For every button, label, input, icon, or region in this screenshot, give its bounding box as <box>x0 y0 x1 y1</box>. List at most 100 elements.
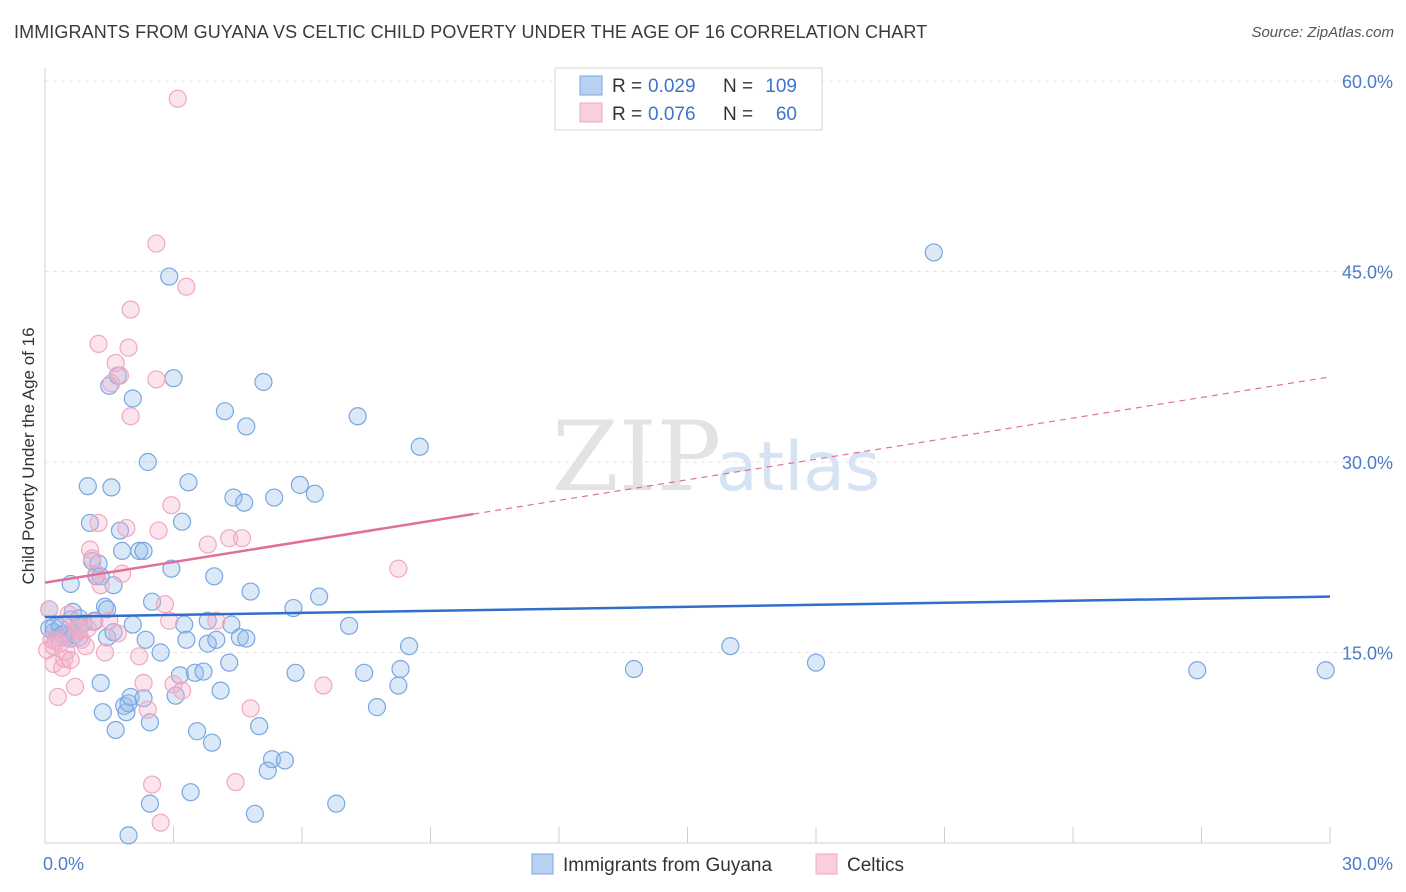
celtics-point <box>314 676 333 695</box>
immigrants-point <box>275 751 294 770</box>
watermark-atlas: atlas <box>716 428 880 507</box>
bottom-legend: Immigrants from Guyana Celtics <box>531 853 904 876</box>
immigrants-point <box>207 630 226 649</box>
legend-swatch-celtics <box>579 102 603 123</box>
legend-r-value-2: 0.076 <box>648 104 696 125</box>
immigrants-point <box>211 681 230 700</box>
celtics-point <box>130 647 149 666</box>
legend-n-label-1: N = <box>723 76 753 97</box>
celtics-point <box>61 651 80 670</box>
immigrants-point <box>262 750 282 769</box>
y-axis-tick-labels: 15.0% 30.0% 45.0% 60.0% <box>1342 72 1393 664</box>
legend-r-label-2: R = <box>612 104 642 125</box>
immigrants-point <box>123 389 142 408</box>
immigrants-point <box>102 478 121 497</box>
immigrants-point <box>202 733 222 752</box>
immigrants-point <box>164 369 183 388</box>
immigrants-point <box>235 493 254 512</box>
y-tick-label-60: 60.0% <box>1342 72 1393 92</box>
y-tick-label-15: 15.0% <box>1342 644 1393 664</box>
immigrants-point <box>130 541 149 561</box>
x-axis-ticks <box>44 827 1331 843</box>
immigrants-point <box>134 689 153 708</box>
immigrants-point <box>91 673 110 693</box>
immigrants-point <box>181 783 200 802</box>
immigrants-point <box>237 629 256 648</box>
immigrants-point <box>177 630 196 649</box>
immigrants-point <box>119 826 138 845</box>
immigrants-point <box>172 512 192 531</box>
celtics-point <box>155 595 175 614</box>
celtics-point <box>119 338 138 357</box>
celtics-point <box>112 564 132 583</box>
immigrants-point <box>121 687 140 707</box>
immigrants-point <box>112 541 132 561</box>
immigrants-point <box>391 659 410 679</box>
legend-n-value-2: 60 <box>776 104 797 125</box>
immigrants-point <box>93 703 112 722</box>
immigrants-point <box>310 587 329 606</box>
immigrants-point <box>327 794 346 813</box>
immigrants-point <box>179 473 198 492</box>
celtics-point <box>220 529 239 548</box>
celtics-point <box>149 521 168 540</box>
immigrants-point <box>348 407 367 426</box>
celtics-point <box>232 529 252 548</box>
immigrants-point <box>410 437 429 456</box>
x-tick-label-max: 30.0% <box>1342 854 1393 874</box>
legend-box: R = 0.029 N = 109 R = 0.076 N = 60 <box>554 67 823 131</box>
legend-n-label-2: N = <box>723 104 753 125</box>
immigrants-point <box>138 452 157 472</box>
celtics-point <box>151 813 170 832</box>
immigrants-point <box>123 615 142 634</box>
trend-line-celtics <box>44 512 474 584</box>
celtics-point <box>108 624 127 643</box>
watermark-zip: ZIP <box>552 401 721 513</box>
immigrants-point <box>806 653 826 672</box>
celtics-point <box>138 700 157 719</box>
celtics-point <box>168 89 187 108</box>
bottom-legend-label-immigrants: Immigrants from Guyana <box>563 855 772 876</box>
celtics-point <box>44 654 63 674</box>
celtics-point <box>121 407 140 426</box>
legend-n-value-1: 109 <box>765 76 797 97</box>
immigrants-point <box>290 475 309 494</box>
immigrants-point <box>175 615 194 634</box>
immigrants-point <box>237 417 256 436</box>
legend-swatch-immigrants <box>579 75 603 96</box>
celtics-point <box>95 643 115 662</box>
immigrants-point <box>305 484 324 503</box>
immigrants-point <box>194 662 213 681</box>
celtics-point <box>389 559 408 578</box>
immigrants-point <box>151 643 170 662</box>
celtics-point <box>160 611 179 630</box>
y-tick-label-45: 45.0% <box>1342 263 1393 283</box>
immigrants-point <box>265 488 284 507</box>
celtics-point <box>226 772 245 792</box>
immigrants-point <box>198 634 217 653</box>
celtics-point <box>147 234 166 253</box>
immigrants-point <box>106 720 125 740</box>
immigrants-point <box>1316 661 1335 680</box>
celtics-point <box>57 642 76 661</box>
source-label: Source: ZipAtlas.com <box>1251 24 1394 41</box>
series-celtics-points <box>38 89 408 832</box>
y-axis-label: Child Poverty Under the Age of 16 <box>19 327 38 584</box>
immigrants-point <box>224 488 243 507</box>
immigrants-point <box>245 804 264 823</box>
immigrants-point <box>162 559 181 578</box>
celtics-point <box>172 681 192 700</box>
celtics-point <box>177 277 196 296</box>
gridlines <box>45 80 1392 653</box>
celtics-point <box>80 540 100 559</box>
immigrants-point <box>399 637 419 656</box>
celtics-point <box>198 535 217 554</box>
immigrants-point <box>140 794 160 813</box>
immigrants-point <box>241 582 260 601</box>
immigrants-point <box>222 615 241 634</box>
immigrants-point <box>355 663 374 682</box>
celtics-point <box>207 611 226 630</box>
immigrants-point <box>160 267 179 286</box>
celtics-point <box>55 649 74 668</box>
